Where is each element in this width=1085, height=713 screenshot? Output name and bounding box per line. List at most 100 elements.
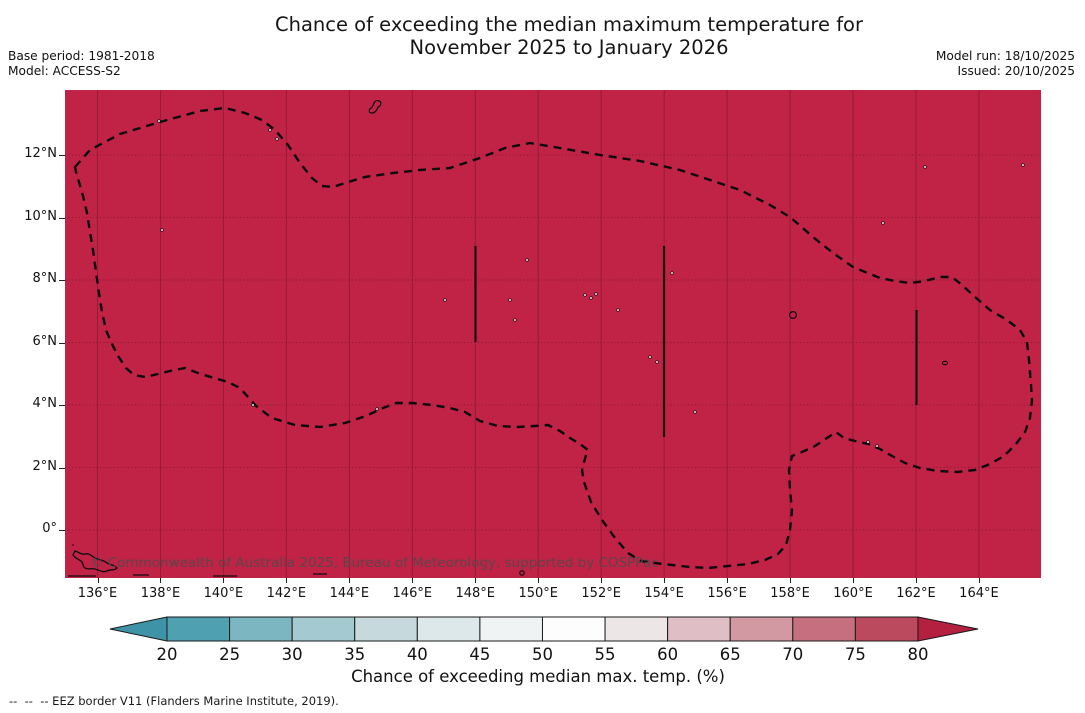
colorbar-tick-label: 65 xyxy=(719,645,741,664)
page-title-line1: Chance of exceeding the median maximum t… xyxy=(274,13,864,36)
y-axis-tick xyxy=(59,530,65,531)
island-speck xyxy=(1021,163,1025,167)
meta-left: Base period: 1981-2018 Model: ACCESS-S2 xyxy=(8,49,155,79)
colorbar-segment xyxy=(291,616,356,642)
base-period-text: Base period: 1981-2018 xyxy=(8,49,155,63)
x-axis-tick xyxy=(223,578,225,583)
y-axis-label: 8°N xyxy=(32,271,58,286)
eez-border xyxy=(73,106,1034,570)
colorbar-segment xyxy=(854,616,919,642)
colorbar-over-arrow xyxy=(917,616,979,642)
x-axis-label: 156°E xyxy=(707,586,747,601)
y-axis-tick xyxy=(59,405,65,406)
island-tiny-ring xyxy=(519,570,525,576)
colorbar-segment xyxy=(354,616,418,642)
island-small-oval xyxy=(941,360,949,366)
colorbar-tick-label: 20 xyxy=(156,645,178,664)
x-axis-label: 154°E xyxy=(644,586,684,601)
coastline-png xyxy=(68,544,327,577)
island-guam-outline xyxy=(368,100,382,114)
x-axis-tick xyxy=(97,578,99,583)
colorbar-segment xyxy=(166,616,231,642)
colorbar-tick-label: 50 xyxy=(531,645,553,664)
island-pohnpei-outline xyxy=(788,311,797,320)
colorbar-label: Chance of exceeding median max. temp. (%… xyxy=(351,667,725,686)
y-axis-tick xyxy=(59,467,65,469)
x-axis-label: 164°E xyxy=(959,586,999,601)
island-speck xyxy=(655,360,659,364)
x-axis-label: 144°E xyxy=(329,586,370,601)
y-axis-label: 2°N xyxy=(32,458,58,474)
watermark-text: © Commonwealth of Australia 2025, Bureau… xyxy=(90,555,658,571)
colorbar-tick-label: 55 xyxy=(594,645,616,664)
x-axis-label: 148°E xyxy=(455,586,496,601)
x-axis-label: 150°E xyxy=(518,586,558,601)
island-speck xyxy=(616,308,620,312)
colorbar-tick-label: 75 xyxy=(844,645,866,664)
colorbar-segment xyxy=(479,616,543,642)
colorbar-segment xyxy=(229,616,293,642)
island-speck xyxy=(513,318,517,322)
x-axis-label: 142°E xyxy=(266,586,307,601)
colorbar-tick-label: 40 xyxy=(406,645,428,664)
x-axis-tick xyxy=(160,578,162,583)
page-title-line2: November 2025 to January 2026 xyxy=(409,36,729,59)
x-axis-label: 136°E xyxy=(77,586,118,601)
y-axis-label: 10°N xyxy=(24,208,57,224)
x-axis-label: 162°E xyxy=(896,586,936,601)
island-speck xyxy=(923,165,927,169)
x-axis-label: 152°E xyxy=(581,586,621,601)
eez-footnote: -- -- -- EEZ border V11 (Flanders Marine… xyxy=(9,694,339,708)
x-axis-tick xyxy=(412,578,414,583)
x-axis-label: 140°E xyxy=(203,586,244,601)
page-title: Chance of exceeding the median maximum t… xyxy=(275,13,863,59)
colorbar-tick-label: 25 xyxy=(219,645,241,664)
x-axis-tick xyxy=(664,578,666,583)
colorbar-segment xyxy=(667,616,731,642)
gridlines xyxy=(65,90,1041,578)
map-canvas[interactable]: © Commonwealth of Australia 2025, Bureau… xyxy=(65,90,1041,578)
colorbar-segment xyxy=(416,616,481,642)
island-speck xyxy=(583,293,587,297)
x-axis-tick xyxy=(727,578,729,583)
y-axis-tick xyxy=(59,155,65,156)
x-axis-tick xyxy=(475,578,477,583)
x-axis-tick xyxy=(349,578,351,583)
colorbar-segment xyxy=(604,616,669,642)
island-speck xyxy=(508,298,512,302)
colorbar-segments xyxy=(109,616,979,642)
y-axis-tick xyxy=(59,217,65,219)
x-axis-label: 158°E xyxy=(770,586,810,601)
y-axis-tick xyxy=(59,280,65,281)
island-speck xyxy=(160,228,164,232)
x-axis-tick xyxy=(915,578,917,583)
x-axis-tick xyxy=(853,578,855,583)
x-axis-tick xyxy=(790,578,792,583)
island-speck xyxy=(866,440,870,444)
y-axis-tick xyxy=(59,342,65,344)
x-axis-label: 146°E xyxy=(392,586,433,601)
model-run-text: Model run: 18/10/2025 xyxy=(935,49,1075,63)
island-speck xyxy=(594,292,598,296)
map-overlay: © Commonwealth of Australia 2025, Bureau… xyxy=(65,90,1041,578)
island-speck xyxy=(648,355,652,359)
island-speck xyxy=(375,407,379,411)
meta-right: Model run: 18/10/2025 Issued: 20/10/2025 xyxy=(936,49,1075,79)
island-speck xyxy=(443,298,447,302)
colorbar-segment xyxy=(792,616,856,642)
island-speck xyxy=(251,403,255,407)
colorbar-under-arrow xyxy=(109,616,168,642)
model-text: Model: ACCESS-S2 xyxy=(8,64,121,78)
x-axis-label: 138°E xyxy=(140,586,181,601)
island-speck xyxy=(693,410,697,414)
x-axis-label: 160°E xyxy=(833,586,873,601)
colorbar-segment xyxy=(541,616,606,642)
y-axis-label: 12°N xyxy=(24,146,57,161)
colorbar-segment xyxy=(729,616,794,642)
colorbar-tick-label: 30 xyxy=(281,645,303,664)
x-axis-tick xyxy=(538,578,540,583)
x-axis-tick xyxy=(978,578,980,583)
y-axis-label: 4°N xyxy=(32,396,58,411)
island-markers xyxy=(157,119,1025,448)
